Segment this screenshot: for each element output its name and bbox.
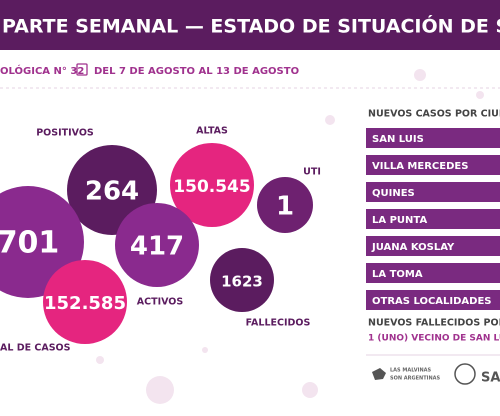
new-cases-title: NUEVOS CASOS POR CIUD	[368, 109, 500, 120]
locality-box	[366, 290, 500, 310]
bubble-label: POSITIVOS	[36, 128, 94, 139]
header-band	[0, 0, 500, 50]
locality-name: OTRAS LOCALIDADES	[372, 296, 492, 307]
bubble-value: 701	[0, 226, 59, 261]
bubble-value: 1	[276, 192, 294, 222]
bubble-label: FALLECIDOS	[246, 318, 311, 329]
bubble	[257, 177, 313, 233]
bubble-value: 152.585	[44, 293, 126, 314]
report-number: OLÓGICA N° 32	[0, 64, 84, 77]
emblem	[454, 363, 476, 385]
bubble	[43, 260, 127, 344]
report-period: DEL 7 DE AGOSTO AL 13 DE AGOSTO	[94, 66, 299, 77]
bubble-label: ALTAS	[196, 126, 228, 137]
malvinas-icon	[372, 368, 386, 380]
header-title: PARTE SEMANAL — ESTADO DE SITUACIÓN DE S…	[2, 14, 500, 38]
calendar-icon	[76, 63, 88, 76]
bubble	[210, 248, 274, 312]
bubble-value: 264	[85, 177, 139, 207]
locality-box	[366, 263, 500, 283]
bubble-value: 417	[130, 232, 184, 262]
bubble	[170, 143, 254, 227]
locality-name: LA PUNTA	[372, 215, 427, 226]
new-deaths-title: NUEVOS FALLECIDOS POR C	[368, 318, 500, 329]
localities-list: SAN LUIS VILLA MERCEDES QUINES LA PUNTA JUAN…	[366, 128, 500, 310]
malvinas-text: LAS MALVINAS	[390, 368, 432, 374]
locality-box	[366, 209, 500, 229]
locality-name: VILLA MERCEDES	[372, 161, 468, 172]
locality-name: SAN LUIS	[372, 134, 424, 145]
locality-box	[366, 128, 500, 148]
bubble-value: 150.545	[173, 177, 250, 197]
bubble-label: UTI	[303, 167, 321, 178]
brand: SARS	[481, 371, 500, 386]
locality-box	[366, 155, 500, 175]
bubble-value: 1623	[221, 273, 263, 291]
bubbles: 264 POSITIVOS 150.545 ALTAS 1 UTI 701 417 ACTIVO…	[0, 126, 321, 354]
bubble-label: ACTIVOS	[137, 297, 184, 308]
locality-box	[366, 236, 500, 256]
bubble-label: AL DE CASOS	[0, 343, 71, 354]
new-deaths-text: 1 (UNO) VECINO DE SAN LUIS	[368, 334, 500, 344]
locality-name: LA TOMA	[372, 269, 423, 280]
locality-name: QUINES	[372, 188, 415, 199]
locality-name: JUANA KOSLAY	[371, 242, 455, 253]
malvinas-text: SON ARGENTINAS	[390, 376, 441, 382]
locality-box	[366, 182, 500, 202]
decor-dots	[96, 69, 484, 404]
bubble	[115, 203, 199, 287]
